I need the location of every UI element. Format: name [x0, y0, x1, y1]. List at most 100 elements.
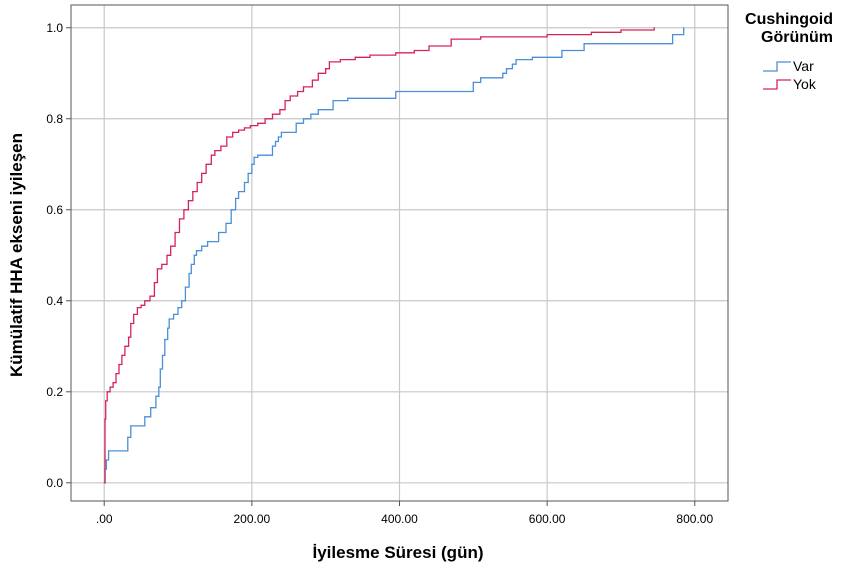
step-point: [121, 354, 123, 356]
step-point: [188, 272, 190, 275]
series-var: [103, 27, 685, 484]
step-point: [140, 304, 142, 306]
step-point: [620, 29, 622, 31]
y-tick-label: 0.4: [46, 294, 63, 308]
step-point: [257, 122, 259, 124]
step-point: [166, 254, 168, 256]
step-point: [193, 254, 195, 256]
step-point: [220, 145, 222, 147]
legend: Cushingoid Görünüm Var Yok: [745, 11, 833, 92]
step-point: [144, 300, 146, 302]
step-point: [124, 345, 126, 347]
x-tick-label: .00: [96, 512, 113, 526]
step-point: [136, 307, 138, 309]
step-point: [302, 118, 305, 120]
step-point: [181, 300, 183, 302]
step-point: [214, 150, 216, 152]
step-point: [184, 286, 186, 288]
step-point: [249, 125, 251, 127]
step-point: [284, 100, 286, 102]
step-point: [155, 395, 157, 397]
step-point: [109, 386, 111, 388]
step-point: [302, 86, 305, 88]
step-point: [205, 163, 207, 165]
step-point: [310, 113, 312, 115]
step-point: [317, 109, 319, 111]
step-point: [502, 72, 504, 74]
step-point: [295, 122, 297, 124]
step-point: [190, 263, 192, 265]
step-point: [158, 386, 160, 388]
step-point: [332, 100, 334, 102]
step-point: [210, 154, 212, 156]
step-point: [328, 61, 330, 63]
step-point: [173, 313, 175, 315]
y-tick-label: 0.6: [46, 203, 63, 217]
step-point: [413, 49, 415, 52]
step-point: [683, 27, 685, 29]
y-tick-label: 0.2: [46, 385, 63, 399]
step-point: [280, 131, 282, 133]
series-lines: [103, 27, 685, 484]
step-point: [156, 268, 158, 270]
step-point: [226, 136, 228, 138]
step-point: [450, 38, 452, 40]
series-yok: [103, 27, 655, 484]
step-point: [130, 322, 132, 325]
step-point: [201, 172, 203, 174]
legend-label: Yok: [793, 76, 817, 92]
step-point: [395, 90, 397, 93]
step-point: [201, 245, 203, 247]
y-tick-label: 0.8: [46, 112, 63, 126]
step-point: [395, 52, 397, 54]
axis-ticks: .00 200.00 400.00 600.00 800.00 0.0 0.2 0.4 0.6 0…: [46, 21, 713, 526]
step-point: [531, 56, 534, 58]
grid-lines: [71, 5, 728, 501]
step-point: [112, 382, 114, 384]
step-point: [170, 245, 172, 247]
step-point: [218, 231, 220, 234]
step-point: [590, 31, 593, 33]
step-point: [115, 373, 117, 375]
step-point: [561, 49, 563, 52]
x-tick-label: 200.00: [234, 512, 271, 526]
step-point: [164, 338, 166, 341]
step-point: [178, 218, 181, 220]
step-point: [251, 163, 253, 165]
step-point: [480, 77, 482, 79]
legend-swatch: [763, 61, 791, 72]
x-tick-label: 800.00: [676, 512, 713, 526]
step-point: [264, 118, 266, 120]
legend-item-yok: Yok: [763, 76, 817, 92]
step-point: [192, 191, 194, 193]
step-point: [546, 34, 548, 36]
step-point: [103, 482, 105, 484]
step-point: [232, 131, 234, 133]
x-tick-label: 600.00: [529, 512, 566, 526]
step-point: [277, 136, 279, 138]
y-tick-label: 1.0: [46, 21, 63, 35]
step-point: [511, 63, 513, 65]
step-point: [505, 68, 508, 70]
step-point: [243, 181, 246, 184]
y-axis-title: Kümülatif HHA ekseni iyileşen: [7, 133, 26, 377]
legend-item-var: Var: [763, 58, 814, 74]
step-point: [225, 222, 227, 224]
step-point: [174, 231, 176, 234]
step-point: [472, 81, 474, 83]
step-point: [369, 54, 371, 56]
step-point: [177, 307, 179, 309]
legend-title: Cushingoid Görünüm: [745, 11, 833, 46]
legend-items: Var Yok: [763, 58, 817, 92]
step-point: [207, 241, 209, 243]
step-point: [339, 59, 341, 61]
step-point: [317, 72, 319, 74]
step-point: [274, 140, 277, 143]
x-tick-label: 400.00: [381, 512, 418, 526]
step-point: [127, 436, 129, 438]
step-point: [106, 391, 108, 393]
step-point: [168, 318, 170, 320]
step-point: [105, 459, 107, 461]
step-point: [167, 327, 169, 329]
step-point: [288, 131, 290, 133]
